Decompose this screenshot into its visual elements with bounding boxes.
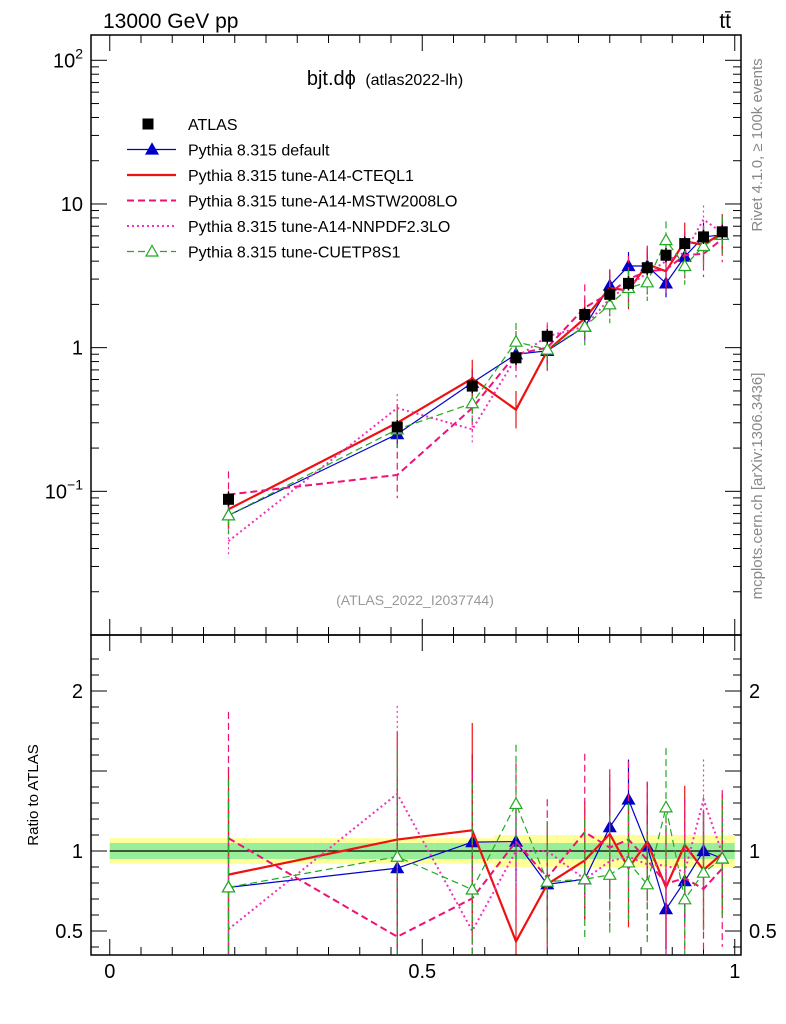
ratio-marker (621, 855, 636, 868)
ratio-y-axis-label: Ratio to ATLAS (25, 744, 42, 845)
header-process: 13000 GeV pp (103, 10, 238, 33)
data-point (391, 421, 403, 433)
data-point (579, 309, 591, 321)
mcplots-label: mcplots.cern.ch [arXiv:1306.3436] (749, 373, 766, 600)
main-axis-ticks: 10−1 1 10 102 (45, 45, 741, 636)
legend-label-4: Pythia 8.315 tune-A14-NNPDF2.3LO (188, 219, 450, 236)
analysis-watermark: (ATLAS_2022_I2037744) (336, 592, 494, 608)
series-marker (540, 342, 555, 355)
ratio-y-tick-label-right: 2 (749, 681, 760, 703)
series-marker (465, 396, 480, 409)
data-point (466, 380, 478, 392)
ratio-y-tick-label-left: 2 (72, 681, 83, 703)
legend-label-2: Pythia 8.315 tune-A14-CTEQL1 (188, 168, 414, 185)
x-tick-label: 0.5 (408, 961, 436, 983)
ratio-marker (696, 865, 711, 878)
data-point (623, 277, 634, 289)
ratio-marker (465, 882, 480, 895)
main-series-layer (221, 205, 730, 556)
ratio-marker (640, 877, 655, 890)
data-point (660, 249, 672, 261)
ratio-axis-ticks: 0.5 0.5 1 1 2 2 (55, 658, 777, 948)
data-point (223, 493, 234, 505)
legend-label-1: Pythia 8.315 default (188, 143, 330, 160)
ratio-y-tick-label-left: 0.5 (55, 921, 83, 943)
data-point (541, 330, 553, 342)
legend: ATLAS Pythia 8.315 default Pythia 8.315 tu… (127, 117, 457, 262)
series-marker (640, 275, 655, 288)
series-marker (696, 238, 711, 252)
x-axis-ticks: 0 0.5 1 (104, 35, 740, 983)
ratio-frame (90, 634, 742, 956)
ratio-y-tick-label-right: 1 (749, 841, 760, 863)
series-marker (658, 232, 674, 246)
data-point (698, 231, 709, 243)
data-point (510, 352, 522, 364)
ratio-marker (677, 892, 692, 905)
chart-title-main: bjt.dϕ (307, 68, 356, 90)
legend-marker (144, 244, 160, 257)
ratio-marker (658, 800, 674, 813)
ratio-marker (602, 867, 617, 880)
chart-subtitle: (atlas2022-lh) (365, 72, 463, 89)
ratio-marker (221, 880, 236, 893)
data-point (604, 288, 616, 300)
legend-label-3: Pythia 8.315 tune-A14-MSTW2008LO (188, 194, 457, 211)
rivet-version-label: Rivet 4.1.0, ≥ 100k events (749, 58, 766, 231)
data-point (679, 238, 691, 250)
series-marker (677, 258, 692, 272)
ratio-marker (508, 796, 524, 810)
series-marker (221, 508, 236, 521)
ratio-marker (577, 872, 592, 885)
series-marker (602, 297, 617, 310)
ratio-y-tick-label-left: 1 (72, 841, 83, 863)
header-final-state: tt̄ (719, 10, 731, 33)
main-y-tick-label: 10−1 (45, 476, 83, 503)
ratio-y-tick-label-right: 0.5 (749, 921, 777, 943)
data-point (716, 226, 728, 238)
chart-title: bjt.dϕ (atlas2022-lh) (307, 68, 463, 90)
x-tick-label: 1 (729, 961, 740, 983)
x-tick-label: 0 (104, 961, 115, 983)
series-line-2 (227, 231, 723, 511)
ratio-marker (715, 851, 730, 864)
series-marker (508, 334, 524, 347)
legend-label-5: Pythia 8.315 tune-CUETP8S1 (188, 245, 401, 262)
series-marker (577, 319, 592, 332)
legend-marker (144, 142, 160, 155)
ratio-marker (540, 874, 555, 887)
main-y-tick-label: 1 (72, 338, 83, 360)
legend-marker-data (142, 118, 154, 130)
ratio-series-layer (221, 705, 730, 954)
data-point (641, 262, 653, 274)
main-y-tick-label: 10 (61, 194, 83, 216)
main-y-tick-label: 102 (53, 45, 83, 72)
ratio-marker (390, 849, 405, 862)
legend-label-data: ATLAS (188, 117, 238, 134)
